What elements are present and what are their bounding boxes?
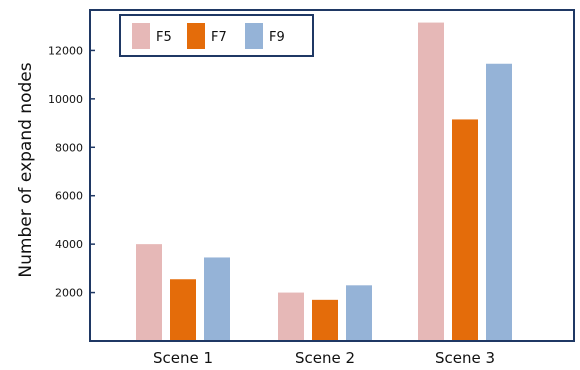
legend-swatch-f5 [132,23,150,49]
y-tick-label: 2000 [55,287,83,300]
y-tick-label: 6000 [55,190,83,203]
y-axis-ticks: 2000 4000 6000 8000 10000 12000 [48,44,95,300]
legend-label-f9: F9 [269,30,285,45]
bar-f9-1 [204,257,230,341]
y-tick-label: 4000 [55,238,83,251]
x-category-label: Scene 1 [153,349,213,367]
y-tick-label: 10000 [48,93,83,106]
bar-f9-2 [346,285,372,341]
bar-f7-1 [170,279,196,341]
legend-label-f5: F5 [156,30,172,45]
y-tick-label: 12000 [48,44,83,57]
y-tick-label: 8000 [55,141,83,154]
bar-f5-2 [278,292,304,341]
bar-f9-3 [486,63,512,341]
bar-f5-1 [136,244,162,341]
legend-swatch-f9 [245,23,263,49]
legend: F5 F7 F9 [119,14,314,57]
legend-label-f7: F7 [211,30,227,45]
bar-f7-3 [452,119,478,341]
x-axis-categories: Scene 1 Scene 2 Scene 3 [153,349,495,367]
legend-box [119,14,314,57]
bars-group [136,22,512,341]
bar-f7-2 [312,299,338,341]
legend-swatch-f7 [187,23,205,49]
x-category-label: Scene 3 [435,349,495,367]
y-axis-label: Number of expand nodes [16,62,36,277]
bar-f5-3 [418,22,444,341]
plot-frame [89,9,575,342]
x-category-label: Scene 2 [295,349,355,367]
